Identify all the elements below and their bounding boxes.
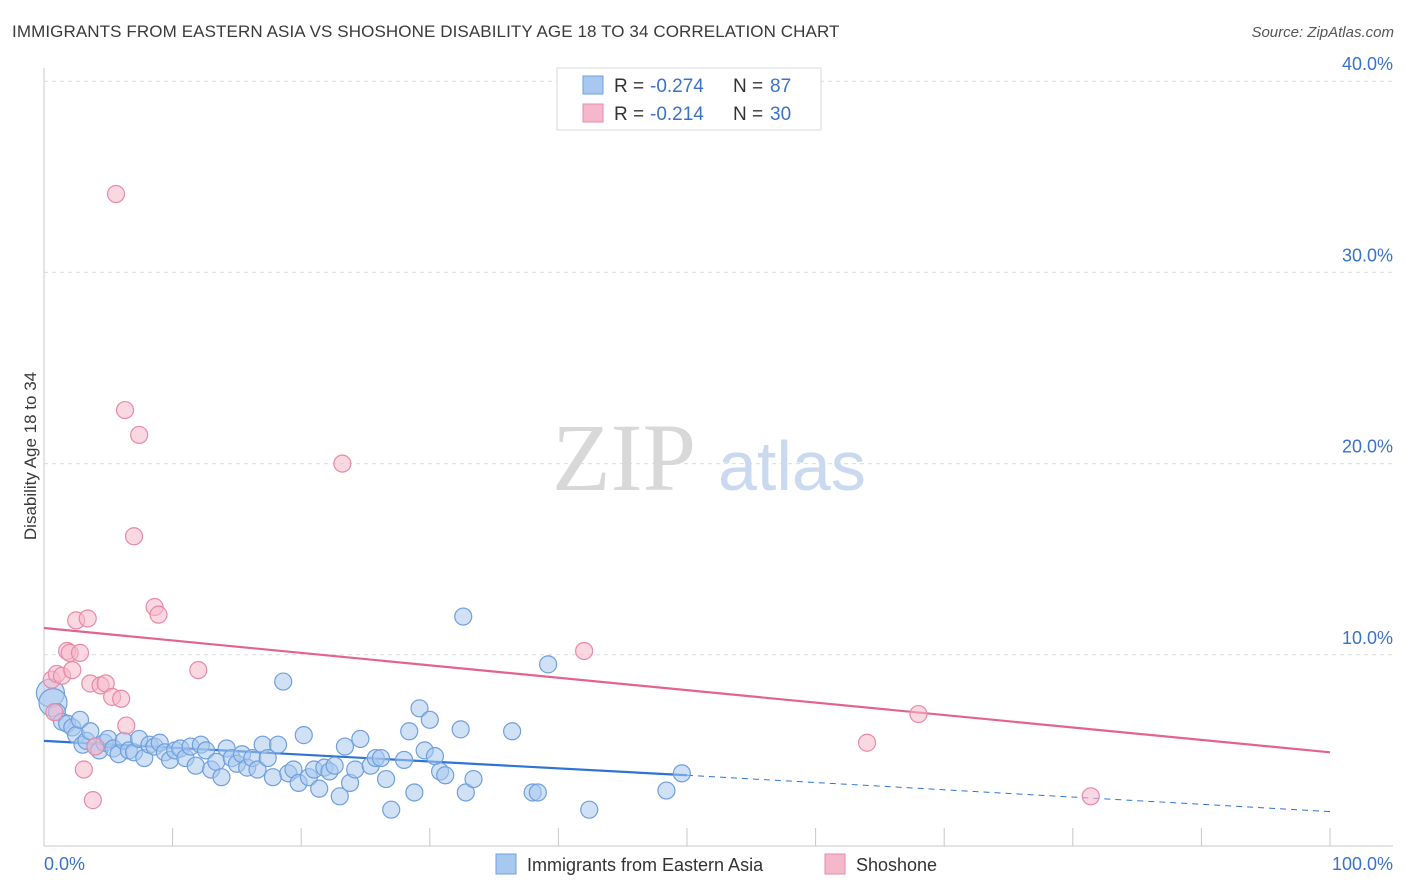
point-shoshone xyxy=(78,609,97,628)
point-eastern-asia xyxy=(528,783,547,802)
point-eastern-asia xyxy=(330,787,349,806)
point-eastern-asia xyxy=(454,607,473,626)
point-eastern-asia xyxy=(580,800,599,819)
point-shoshone xyxy=(70,643,90,662)
point-eastern-asia xyxy=(420,710,439,729)
point-eastern-asia xyxy=(376,769,396,789)
point-eastern-asia xyxy=(186,756,205,775)
legend-swatch-shoshone xyxy=(824,853,846,875)
point-eastern-asia xyxy=(346,760,365,779)
point-eastern-asia xyxy=(503,722,522,741)
point-eastern-asia xyxy=(410,699,429,718)
stats-n-value: 87 xyxy=(770,76,791,97)
point-eastern-asia xyxy=(335,737,355,756)
point-shoshone xyxy=(857,733,877,752)
watermark: ZIP atlas xyxy=(552,404,866,511)
stats-n-label: N = xyxy=(733,104,763,125)
point-shoshone xyxy=(74,760,93,779)
point-eastern-asia xyxy=(464,769,483,789)
stats-swatch-blue xyxy=(582,75,604,95)
grid-lines xyxy=(44,80,1393,656)
point-eastern-asia xyxy=(400,722,419,741)
point-eastern-asia xyxy=(351,729,370,749)
point-eastern-asia xyxy=(405,783,424,802)
point-eastern-asia xyxy=(263,768,283,787)
point-eastern-asia xyxy=(539,655,558,674)
point-eastern-asia xyxy=(371,748,391,768)
y-tick-label: 40.0% xyxy=(1342,54,1393,74)
point-shoshone xyxy=(189,660,208,680)
stats-r-label: R = xyxy=(614,76,644,97)
stats-r-label: R = xyxy=(614,104,644,125)
legend: Immigrants from Eastern Asia Shoshone xyxy=(495,853,937,875)
point-eastern-asia xyxy=(325,756,344,775)
point-shoshone xyxy=(909,704,928,724)
point-eastern-asia xyxy=(672,764,691,783)
point-shoshone xyxy=(130,425,149,445)
point-eastern-asia xyxy=(258,748,277,768)
point-eastern-asia xyxy=(436,766,455,785)
point-eastern-asia xyxy=(212,768,231,787)
point-eastern-asia xyxy=(451,720,470,739)
stats-swatch-pink xyxy=(582,103,604,123)
axes xyxy=(43,68,1393,847)
stats-n-value: 30 xyxy=(770,104,791,125)
point-eastern-asia xyxy=(310,779,329,798)
point-shoshone xyxy=(124,527,144,546)
y-axis-title: Disability Age 18 to 34 xyxy=(21,372,40,540)
y-tick-label: 30.0% xyxy=(1342,245,1393,265)
point-eastern-asia xyxy=(196,741,216,760)
point-eastern-asia xyxy=(294,726,313,745)
point-shoshone xyxy=(106,184,126,204)
y-tick-label: 20.0% xyxy=(1342,437,1393,457)
legend-swatch-eastern-asia xyxy=(495,853,517,875)
point-shoshone xyxy=(115,400,135,420)
point-eastern-asia xyxy=(382,800,401,819)
point-shoshone xyxy=(149,605,168,624)
legend-label-shoshone: Shoshone xyxy=(856,855,937,875)
x-tick-label-max: 100.0% xyxy=(1332,854,1393,874)
watermark-atlas: atlas xyxy=(718,427,866,505)
point-eastern-asia xyxy=(657,781,676,800)
trend-lines xyxy=(43,626,1331,813)
point-shoshone xyxy=(575,641,594,661)
source-label: Source: ZipAtlas.com xyxy=(1251,24,1394,41)
legend-label-eastern-asia: Immigrants from Eastern Asia xyxy=(527,855,764,875)
point-eastern-asia xyxy=(274,672,293,691)
y-tick-label: 10.0% xyxy=(1342,628,1393,648)
point-shoshone xyxy=(86,737,105,756)
trend-line-shoshone xyxy=(43,626,1331,754)
stats-r-value: -0.274 xyxy=(650,76,704,97)
point-shoshone xyxy=(1081,787,1100,806)
point-eastern-asia xyxy=(70,710,90,729)
point-shoshone xyxy=(83,791,102,810)
stats-n-label: N = xyxy=(733,76,763,97)
y-tick-labels: 10.0% 20.0% 30.0% 40.0% xyxy=(1342,54,1393,648)
point-eastern-asia xyxy=(248,760,267,779)
point-shoshone xyxy=(117,716,136,735)
watermark-zip: ZIP xyxy=(552,404,696,511)
point-eastern-asia xyxy=(425,747,445,766)
point-eastern-asia xyxy=(268,735,288,754)
stats-box: R = -0.274 N = 87 R = -0.214 N = 30 xyxy=(556,67,822,131)
chart-title: IMMIGRANTS FROM EASTERN ASIA VS SHOSHONE… xyxy=(12,22,840,41)
data-points xyxy=(35,184,1100,819)
point-eastern-asia xyxy=(394,750,414,770)
point-shoshone xyxy=(333,454,352,473)
stats-r-value: -0.214 xyxy=(650,104,704,125)
trend-line-eastern-asia-extension xyxy=(686,774,1331,813)
point-shoshone xyxy=(112,689,131,708)
point-shoshone xyxy=(45,703,64,722)
point-shoshone xyxy=(63,660,82,680)
point-eastern-asia xyxy=(81,722,100,741)
point-eastern-asia xyxy=(456,783,475,802)
x-tick-label-min: 0.0% xyxy=(44,854,85,874)
